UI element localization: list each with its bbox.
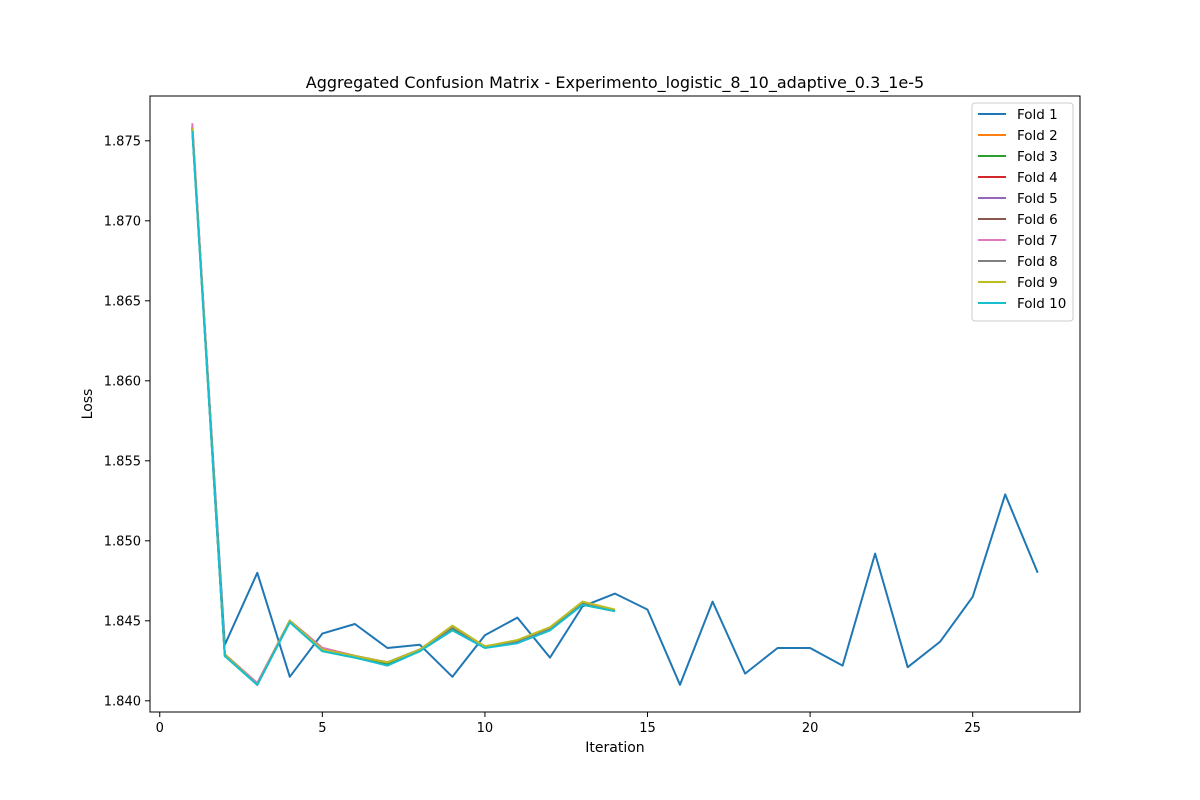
x-tick-label: 10 [477,721,494,736]
y-axis: 1.840 1.845 1.850 1.855 1.860 1.865 1.870 1.875 [104,134,150,709]
x-tick-label: 20 [802,721,819,736]
plot-area [191,123,1039,686]
legend-label-fold-4: Fold 4 [1017,170,1058,186]
legend-label-fold-3: Fold 3 [1017,149,1058,165]
y-tick-label: 1.875 [104,134,141,149]
legend-label-fold-2: Fold 2 [1017,128,1058,144]
legend-label-fold-9: Fold 9 [1017,275,1058,291]
legend-label-fold-1: Fold 1 [1017,107,1058,123]
legend-label-fold-6: Fold 6 [1017,212,1058,228]
y-tick-label: 1.855 [104,454,141,469]
y-tick-label: 1.865 [104,294,141,309]
legend-box [971,102,1074,322]
y-tick-label: 1.840 [104,694,141,709]
series-line-fold-7 [191,123,616,685]
series-line-fold-1 [191,127,1039,686]
x-tick-label: 25 [964,721,981,736]
x-tick-label: 15 [639,721,656,736]
legend-label-fold-8: Fold 8 [1017,254,1058,270]
series-line-fold-10 [191,131,616,686]
x-tick-label: 5 [318,721,326,736]
x-axis-label: Iteration [585,740,644,756]
series-line-fold-3 [191,129,616,686]
series-line-fold-6 [191,126,616,685]
y-tick-label: 1.860 [104,374,141,389]
series-line-fold-4 [191,127,616,685]
series-line-fold-5 [191,127,616,686]
legend-label-fold-7: Fold 7 [1017,233,1058,249]
y-tick-label: 1.870 [104,214,141,229]
series-line-fold-2 [191,126,616,686]
x-tick-label: 0 [156,721,164,736]
x-axis: 0 5 10 15 20 25 [156,712,981,736]
plot-frame [149,95,1081,713]
legend-label-fold-5: Fold 5 [1017,191,1058,207]
y-tick-label: 1.845 [104,614,141,629]
series-line-fold-9 [191,127,616,686]
y-tick-label: 1.850 [104,534,141,549]
y-axis-label: Loss [80,389,96,420]
series-line-fold-8 [191,127,616,686]
legend-label-fold-10: Fold 10 [1017,296,1066,312]
legend: Fold 1 Fold 2 Fold 3 Fold 4 Fold 5 Fold 6 Fold… [971,102,1074,322]
chart-title: Aggregated Confusion Matrix - Experiment… [306,73,924,93]
